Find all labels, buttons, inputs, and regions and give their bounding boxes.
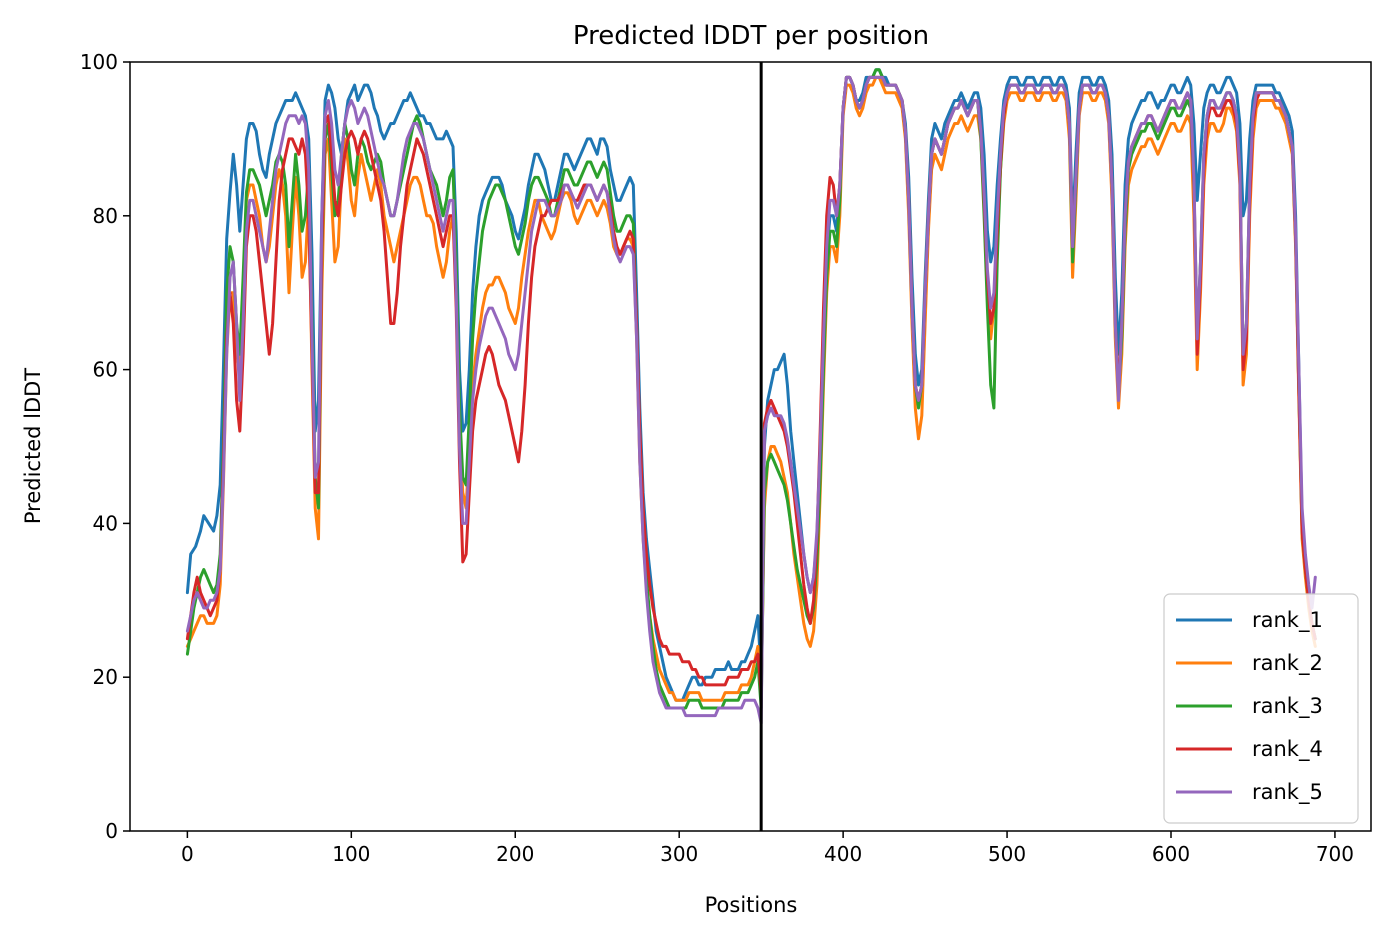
y-tick-label: 80	[93, 204, 118, 228]
y-axis-title: Predicted lDDT	[21, 368, 45, 524]
y-tick-label: 0	[105, 819, 118, 843]
legend-box	[1163, 593, 1359, 824]
legend-label: rank_3	[1252, 694, 1323, 719]
y-axis: 0 20 40 60 80 100	[80, 50, 130, 843]
legend-label: rank_1	[1252, 608, 1323, 633]
legend-label: rank_5	[1252, 780, 1323, 805]
x-tick-label: 100	[332, 842, 370, 866]
plot-frame	[129, 61, 1372, 832]
x-tick-label: 400	[824, 842, 862, 866]
chart-title: Predicted lDDT per position	[573, 21, 929, 51]
series-line-rank-1	[185, 68, 1317, 702]
y-tick-label: 100	[80, 50, 118, 74]
x-axis: 0 100 200 300 400 500 600 700	[181, 831, 1354, 866]
x-tick-label: 700	[1316, 842, 1354, 866]
legend: rank_1 rank_2 rank_3 rank_4 rank_5	[1163, 593, 1359, 824]
x-axis-title: Positions	[705, 893, 798, 917]
x-tick-label: 300	[660, 842, 698, 866]
x-tick-label: 600	[1152, 842, 1190, 866]
y-tick-label: 40	[93, 511, 118, 535]
x-tick-label: 200	[496, 842, 534, 866]
plot-area	[129, 61, 1372, 832]
legend-label: rank_2	[1252, 651, 1323, 676]
series-line-rank-5	[185, 75, 1317, 725]
series-line-rank-3	[185, 68, 1317, 710]
series-group	[185, 68, 1317, 725]
y-tick-label: 20	[93, 665, 118, 689]
legend-label: rank_4	[1252, 737, 1323, 762]
y-tick-label: 60	[93, 358, 118, 382]
x-tick-label: 500	[988, 842, 1026, 866]
x-tick-label: 0	[181, 842, 194, 866]
